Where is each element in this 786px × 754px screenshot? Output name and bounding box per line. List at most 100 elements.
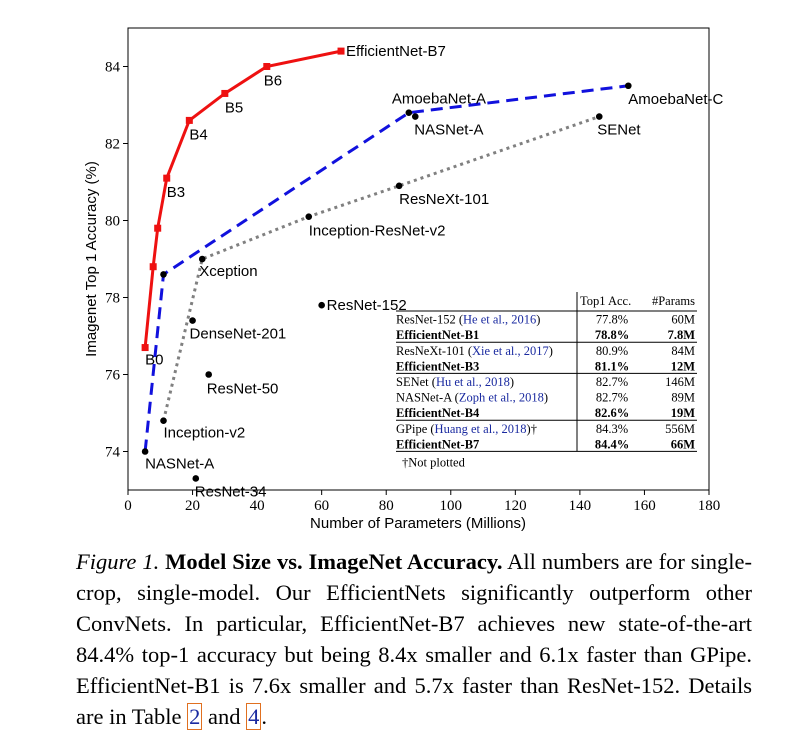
table-row-name: ResNeXt-101 (Xie et al., 2017)	[396, 344, 553, 358]
table-params-cell: 60M	[671, 313, 695, 327]
point-label: SENet	[597, 122, 641, 139]
table-params-cell: 7.8M	[668, 328, 696, 342]
axis-ticks: 0 20 40 60 80 100 120 140 160 180 74 76 78 80 82 84	[105, 60, 720, 515]
table-params-cell: 556M	[665, 422, 695, 436]
table-acc-cell: 82.7%	[596, 391, 628, 405]
table-row-name: NASNet-A (Zoph et al., 2018)	[396, 391, 548, 405]
efficientnet-series-line	[143, 49, 342, 348]
point-label: Xception	[199, 263, 257, 280]
table-citation-link[interactable]: Xie et al., 2017	[472, 344, 549, 358]
table-params-cell: 84M	[671, 344, 695, 358]
x-tick-label: 60	[314, 498, 329, 514]
inception-point	[160, 417, 167, 425]
efficientnet-point	[149, 263, 157, 271]
nas-point	[141, 448, 149, 455]
x-tick-label: 0	[124, 498, 132, 514]
table-row-name: GPipe (Huang et al., 2018)†	[396, 422, 537, 436]
y-axis-label: Imagenet Top 1 Accuracy (%)	[83, 161, 100, 357]
table-ref-link[interactable]: 4	[246, 703, 262, 730]
x-axis-label: Number of Parameters (Millions)	[310, 515, 526, 532]
y-tick-label: 78	[105, 291, 120, 307]
point-label: B4	[189, 126, 207, 143]
table-citation-link[interactable]: Huang et al., 2018	[435, 422, 527, 436]
x-tick-label: 180	[698, 498, 721, 514]
table-citation-link[interactable]: Zoph et al., 2018	[459, 391, 544, 405]
table-acc-cell: 78.8%	[595, 328, 629, 342]
table-citation-link[interactable]: Hu et al., 2018	[436, 375, 510, 389]
point-label: EfficientNet-B7	[346, 43, 446, 60]
baseline-point	[192, 475, 200, 482]
baseline-point	[318, 301, 325, 309]
inception-point	[595, 113, 603, 120]
point-label: Inception-ResNet-v2	[309, 223, 446, 240]
table-header-params: #Params	[652, 294, 695, 308]
x-tick-label: 160	[633, 498, 656, 514]
point-label: B0	[145, 352, 163, 369]
table-params-cell: 12M	[671, 359, 696, 373]
caption-text-and: and	[202, 704, 247, 729]
point-label: NASNet-A	[414, 122, 483, 139]
caption-figure-label: Figure 1.	[76, 549, 160, 574]
table-row-name: EfficientNet-B7	[396, 437, 479, 451]
table-acc-cell: 80.9%	[596, 344, 628, 358]
table-params-cell: 89M	[671, 391, 695, 405]
efficientnet-point	[263, 63, 271, 70]
x-tick-label: 140	[569, 498, 592, 514]
efficientnet-point	[185, 116, 193, 124]
caption-text: All numbers are for single-crop, single-…	[76, 549, 753, 729]
table-acc-cell: 82.6%	[595, 406, 629, 420]
table-row-name: EfficientNet-B3	[396, 359, 479, 373]
plot-frame	[127, 27, 710, 491]
point-label: Inception-v2	[164, 425, 246, 442]
nas-point	[625, 82, 632, 90]
point-label: NASNet-A	[145, 456, 214, 473]
table-ref-link[interactable]: 2	[187, 703, 203, 730]
point-label: AmoebaNet-A	[392, 91, 486, 108]
baseline-point	[189, 317, 196, 324]
point-label: DenseNet-201	[190, 326, 287, 343]
x-tick-label: 20	[185, 498, 200, 514]
caption-text-end: .	[261, 704, 267, 729]
caption-title: Model Size vs. ImageNet Accuracy.	[165, 549, 503, 574]
efficientnet-point	[221, 89, 229, 97]
table-acc-cell: 77.8%	[596, 313, 628, 327]
figure-caption: Figure 1. Model Size vs. ImageNet Accura…	[76, 546, 752, 732]
point-label: ResNet-152	[327, 297, 407, 314]
table-params-cell: 66M	[671, 437, 696, 451]
point-label: AmoebaNet-C	[628, 91, 723, 108]
baseline-point	[411, 113, 419, 120]
x-tick-label: 80	[379, 498, 394, 514]
table-row-name: EfficientNet-B1	[396, 328, 479, 342]
y-tick-label: 82	[105, 137, 120, 153]
table-header-acc: Top1 Acc.	[580, 294, 631, 308]
table-footnote: †Not plotted	[402, 455, 466, 469]
inception-point	[395, 182, 403, 190]
inception-point	[305, 213, 313, 220]
point-label: ResNeXt-101	[399, 191, 489, 208]
x-tick-label: 40	[250, 498, 265, 514]
y-tick-label: 74	[105, 445, 121, 461]
table-acc-cell: 82.7%	[596, 375, 628, 389]
table-acc-cell: 81.1%	[595, 359, 629, 373]
efficientnet-point	[337, 47, 345, 55]
table-row-name: EfficientNet-B4	[396, 406, 480, 420]
y-tick-label: 76	[105, 368, 121, 384]
efficientnet-point	[163, 174, 171, 182]
x-tick-label: 100	[440, 498, 463, 514]
table-row-name: SENet (Hu et al., 2018)	[396, 375, 514, 389]
nas-series-line	[143, 84, 629, 452]
x-tick-label: 120	[504, 498, 527, 514]
nas-point	[160, 271, 167, 278]
data-points	[141, 47, 632, 482]
point-label: B6	[264, 73, 282, 90]
table-citation-link[interactable]: He et al., 2016	[463, 313, 536, 327]
table-row-name: ResNet-152 (He et al., 2016)	[396, 313, 540, 327]
table-acc-cell: 84.3%	[596, 422, 628, 436]
comparison-table: Top1 Acc. #Params ResNet-152 (He et al., 2…	[396, 292, 697, 469]
point-label: B3	[167, 184, 185, 201]
table-acc-cell: 84.4%	[595, 437, 629, 451]
y-tick-label: 84	[105, 60, 121, 76]
efficientnet-point	[141, 344, 149, 352]
point-label: ResNet-50	[207, 381, 279, 398]
